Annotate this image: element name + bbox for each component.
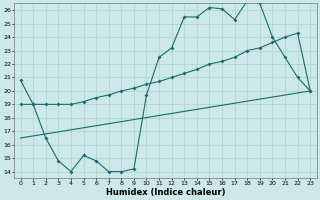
X-axis label: Humidex (Indice chaleur): Humidex (Indice chaleur) bbox=[106, 188, 225, 197]
